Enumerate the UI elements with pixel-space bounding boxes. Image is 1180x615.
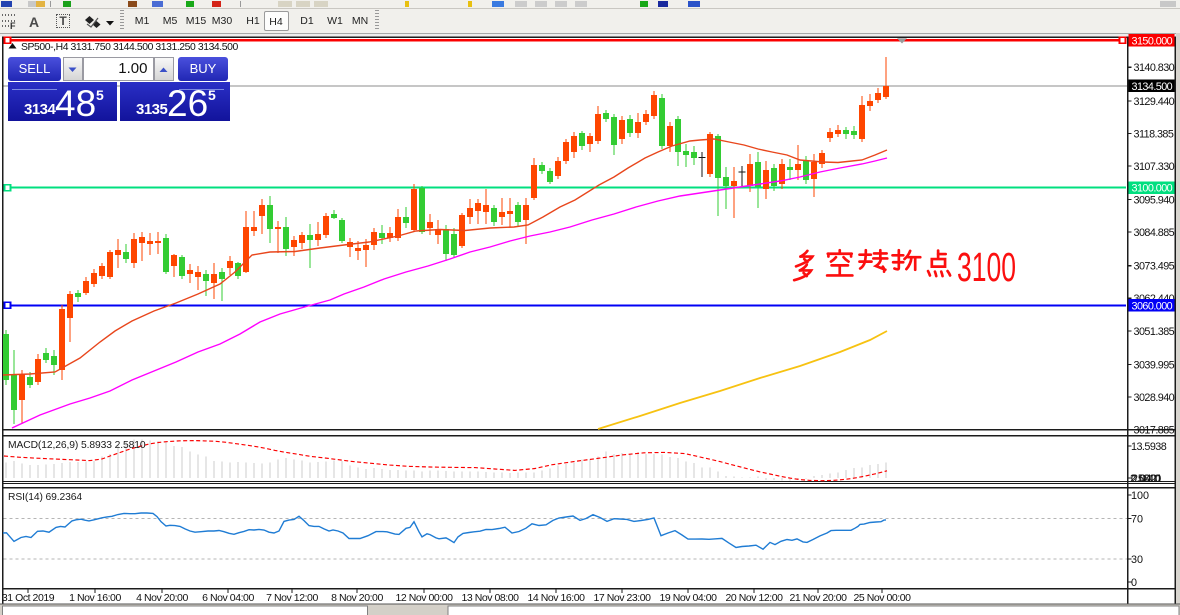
svg-text:3095.940: 3095.940 xyxy=(1134,195,1175,207)
svg-text:13.5938: 13.5938 xyxy=(1131,441,1167,453)
svg-text:13 Nov 08:00: 13 Nov 08:00 xyxy=(461,592,519,604)
svg-text:3017.885: 3017.885 xyxy=(1134,425,1175,437)
svg-text:3129.440: 3129.440 xyxy=(1134,96,1175,108)
svg-text:100: 100 xyxy=(1131,490,1149,502)
svg-text:12 Nov 00:00: 12 Nov 00:00 xyxy=(395,592,453,604)
svg-text:3134.500: 3134.500 xyxy=(1132,81,1173,93)
svg-text:RSI(14) 69.2364: RSI(14) 69.2364 xyxy=(8,492,82,503)
svg-text:0: 0 xyxy=(1131,577,1137,589)
svg-text:3028.940: 3028.940 xyxy=(1134,392,1175,404)
svg-text:19 Nov 04:00: 19 Nov 04:00 xyxy=(659,592,717,604)
svg-text:SP500-,H4 3131.750 3144.500 3: SP500-,H4 3131.750 3144.500 3131.250 313… xyxy=(21,42,238,53)
svg-text:4 Nov 20:00: 4 Nov 20:00 xyxy=(136,592,188,604)
svg-text:20 Nov 12:00: 20 Nov 12:00 xyxy=(725,592,783,604)
svg-text:2.5810: 2.5810 xyxy=(1130,473,1160,485)
svg-text:3051.385: 3051.385 xyxy=(1134,326,1175,338)
svg-text:3150.000: 3150.000 xyxy=(1132,35,1173,47)
svg-text:3084.885: 3084.885 xyxy=(1134,227,1175,239)
svg-text:3140.830: 3140.830 xyxy=(1134,62,1175,74)
svg-text:3039.995: 3039.995 xyxy=(1134,359,1175,371)
svg-text:3073.495: 3073.495 xyxy=(1134,261,1175,273)
svg-text:30: 30 xyxy=(1131,554,1143,566)
svg-text:8 Nov 20:00: 8 Nov 20:00 xyxy=(331,592,383,604)
svg-text:31 Oct 2019: 31 Oct 2019 xyxy=(2,592,55,604)
svg-text:3100: 3100 xyxy=(957,244,1016,290)
svg-text:17 Nov 23:00: 17 Nov 23:00 xyxy=(593,592,651,604)
svg-text:2.0421: 2.0421 xyxy=(1132,473,1162,485)
svg-text:3107.330: 3107.330 xyxy=(1134,161,1175,173)
svg-text:3100.000: 3100.000 xyxy=(1132,183,1173,195)
svg-text:25 Nov 00:00: 25 Nov 00:00 xyxy=(853,592,911,604)
svg-text:6 Nov 04:00: 6 Nov 04:00 xyxy=(202,592,254,604)
svg-text:MACD(12,26,9) 5.8933 2.5810: MACD(12,26,9) 5.8933 2.5810 xyxy=(8,440,146,451)
svg-text:1 Nov 16:00: 1 Nov 16:00 xyxy=(69,592,121,604)
svg-text:70: 70 xyxy=(1131,514,1143,526)
svg-text:14 Nov 16:00: 14 Nov 16:00 xyxy=(527,592,585,604)
svg-text:21 Nov 20:00: 21 Nov 20:00 xyxy=(789,592,847,604)
svg-text:3060.000: 3060.000 xyxy=(1132,300,1173,312)
svg-text:3118.385: 3118.385 xyxy=(1134,128,1174,140)
svg-text:7 Nov 12:00: 7 Nov 12:00 xyxy=(266,592,318,604)
svg-text:0.0000: 0.0000 xyxy=(1131,473,1161,485)
